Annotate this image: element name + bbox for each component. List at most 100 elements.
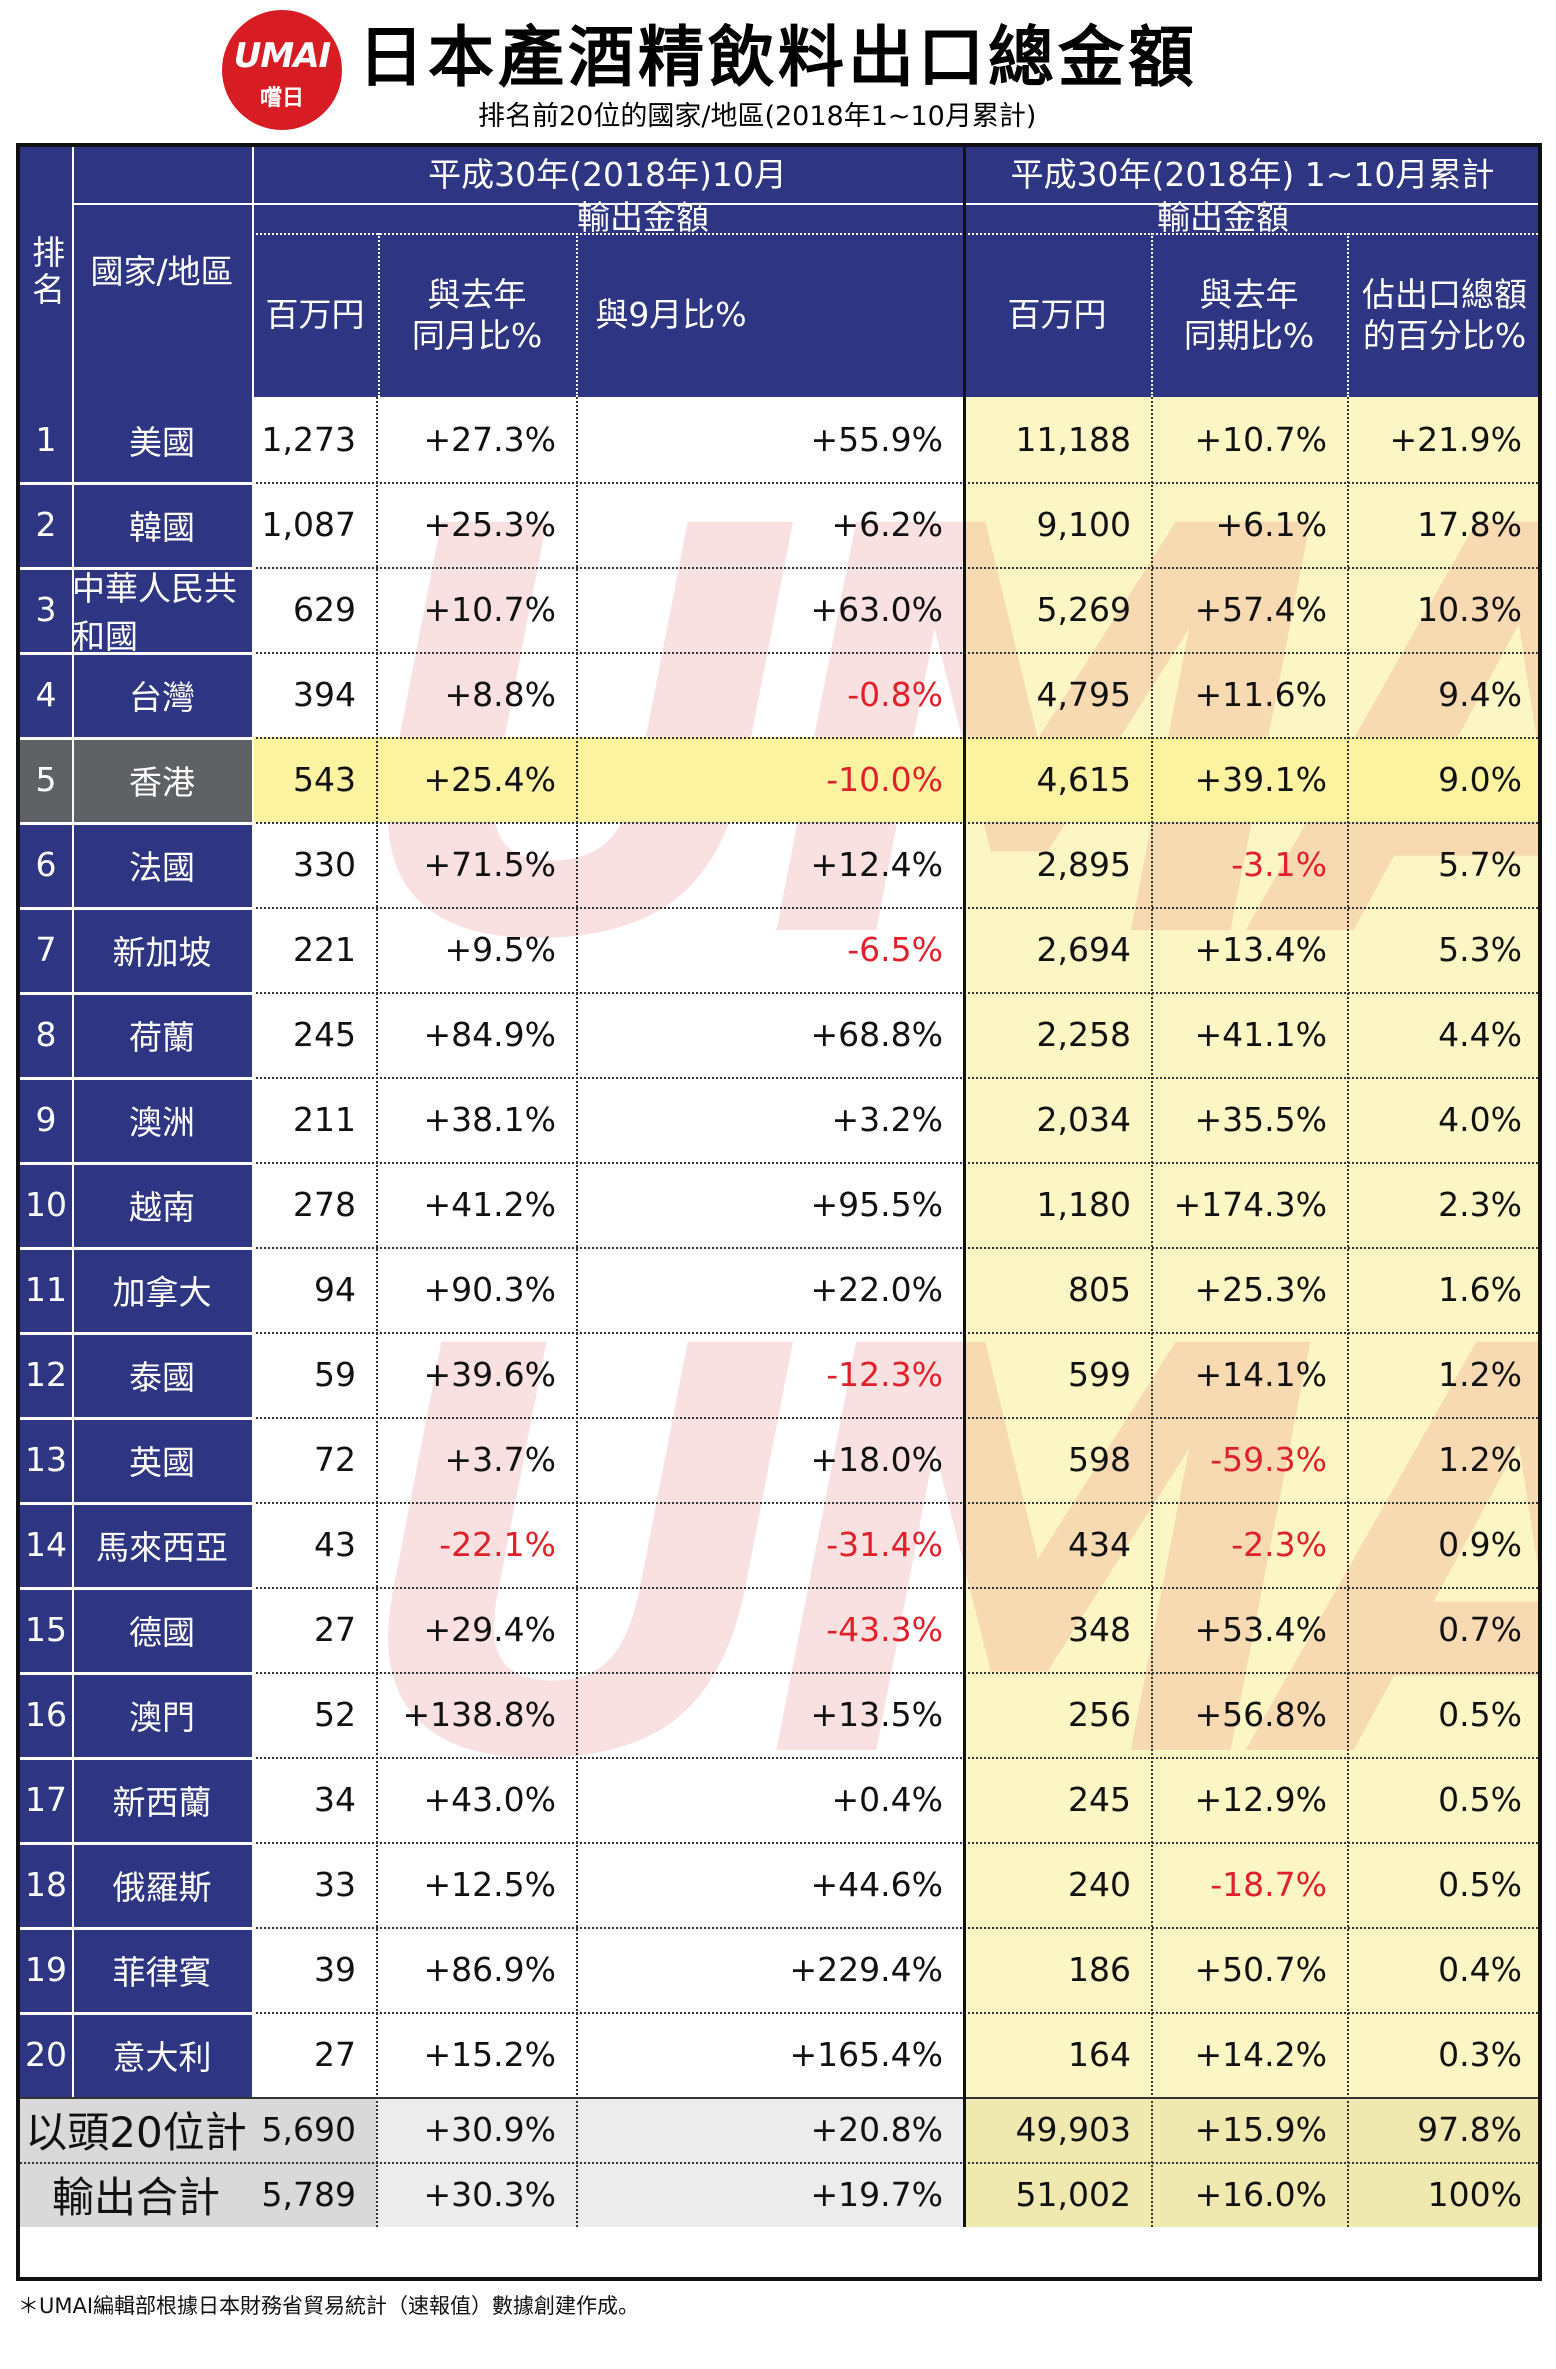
m-yoy-cell: +27.3% [423,420,556,459]
page-title: 日本產酒精飲料出口總金額 [358,19,1198,96]
row-divider [20,1587,252,1590]
c-jpy-cell: 434 [1068,1525,1131,1564]
col-month-yoy-line1: 與去年 [427,274,527,314]
m-mom-cell: +0.4% [831,1780,944,1819]
rank-cell: 3 [35,590,57,629]
c-yoy-cell: +13.4% [1194,930,1327,969]
row-divider [20,1162,252,1165]
country-cell: 加拿大 [112,1272,212,1312]
rank-cell: 15 [25,1610,67,1649]
row-divider [20,1332,252,1335]
m-yoy-cell: +10.7% [423,590,556,629]
totals-c-share-cell: 100% [1427,2175,1522,2214]
c-jpy-cell: 599 [1068,1355,1131,1394]
m-yoy-cell: +15.2% [423,2035,556,2074]
c-share-cell: 5.7% [1438,845,1522,884]
totals-m-mom-cell: +19.7% [810,2175,943,2214]
country-cell: 韓國 [129,507,195,547]
country-cell: 中華人民共和國 [72,568,237,656]
col-month-jpy-header: 百万円 [265,295,365,335]
c-jpy-cell: 1,180 [1036,1185,1131,1224]
row-divider [20,1502,252,1505]
header-divider [72,203,1538,205]
m-mom-cell: -10.0% [826,760,943,799]
body-col-divider [72,397,74,2097]
totals-c-yoy-cell: +15.9% [1194,2110,1327,2149]
c-yoy-cell: -2.3% [1231,1525,1327,1564]
table-header [20,147,1538,397]
c-yoy-cell: +41.1% [1194,1015,1327,1054]
c-jpy-cell: 598 [1068,1440,1131,1479]
c-jpy-cell: 2,895 [1036,845,1131,884]
row-divider [20,822,252,825]
country-cell: 荷蘭 [129,1017,195,1057]
m-jpy-cell: 543 [293,760,356,799]
m-yoy-cell: +90.3% [423,1270,556,1309]
row-divider [252,992,1538,994]
c-yoy-cell: +56.8% [1194,1695,1327,1734]
group-month-header: 平成30年(2018年)10月 [428,155,787,195]
m-yoy-cell: +9.5% [444,930,557,969]
row-divider [252,1842,1538,1844]
c-yoy-cell: +57.4% [1194,590,1327,629]
country-cell: 意大利 [112,2037,212,2077]
c-yoy-cell: +10.7% [1194,420,1327,459]
totals-c-jpy-cell: 49,903 [1015,2110,1131,2149]
row-divider [20,652,252,655]
m-yoy-cell: +138.8% [402,1695,556,1734]
totals-m-jpy-cell: 5,789 [261,2175,356,2214]
m-yoy-cell: +29.4% [423,1610,556,1649]
m-yoy-cell: +12.5% [423,1865,556,1904]
totals-m-yoy-cell: +30.3% [423,2175,556,2214]
m-jpy-cell: 330 [293,845,356,884]
m-yoy-cell: +25.4% [423,760,556,799]
m-yoy-cell: +71.5% [423,845,556,884]
umai-logo: UMAI 嚐日 [222,10,342,130]
row-divider [20,1842,252,1845]
row-divider [20,992,252,995]
c-jpy-cell: 4,615 [1036,760,1131,799]
m-jpy-cell: 27 [314,2035,356,2074]
totals-c-jpy-cell: 51,002 [1015,2175,1131,2214]
c-yoy-cell: -59.3% [1210,1440,1327,1479]
c-jpy-cell: 164 [1068,2035,1131,2074]
c-yoy-cell: +35.5% [1194,1100,1327,1139]
footnote: ＊UMAI編輯部根據日本財務省貿易統計（速報值）數據創建作成。 [18,2294,640,2318]
c-jpy-cell: 2,258 [1036,1015,1131,1054]
row-divider [20,1077,252,1080]
row-divider [252,1757,1538,1759]
body-col-divider-main [963,147,966,2227]
m-mom-cell: +18.0% [810,1440,943,1479]
c-share-cell: +21.9% [1389,420,1522,459]
c-yoy-cell: +53.4% [1194,1610,1327,1649]
rank-cell: 16 [25,1695,67,1734]
m-jpy-cell: 1,087 [261,505,356,544]
c-share-cell: 1.2% [1438,1440,1522,1479]
c-yoy-cell: +50.7% [1194,1950,1327,1989]
m-yoy-cell: +8.8% [444,675,557,714]
country-cell: 台灣 [129,677,195,717]
c-jpy-cell: 2,034 [1036,1100,1131,1139]
m-jpy-cell: 52 [314,1695,356,1734]
rank-cell: 2 [35,505,57,544]
country-cell: 新西蘭 [112,1782,212,1822]
country-cell: 法國 [129,847,195,887]
country-cell: 美國 [129,422,195,462]
country-cell: 馬來西亞 [96,1527,228,1567]
m-yoy-cell: +25.3% [423,505,556,544]
rank-cell: 1 [35,420,57,459]
header-divider [252,233,1538,235]
c-share-cell: 0.5% [1438,1695,1522,1734]
m-mom-cell: +13.5% [810,1695,943,1734]
m-yoy-cell: +86.9% [423,1950,556,1989]
row-divider [252,737,1538,739]
c-yoy-cell: -18.7% [1210,1865,1327,1904]
c-yoy-cell: +6.1% [1215,505,1328,544]
m-jpy-cell: 1,273 [261,420,356,459]
row-divider [252,1927,1538,1929]
col-month-mom-header: 與9月比% [576,233,963,397]
row-divider [20,907,252,910]
m-mom-cell: +12.4% [810,845,943,884]
row-divider [252,1247,1538,1249]
m-mom-cell: +3.2% [831,1100,944,1139]
